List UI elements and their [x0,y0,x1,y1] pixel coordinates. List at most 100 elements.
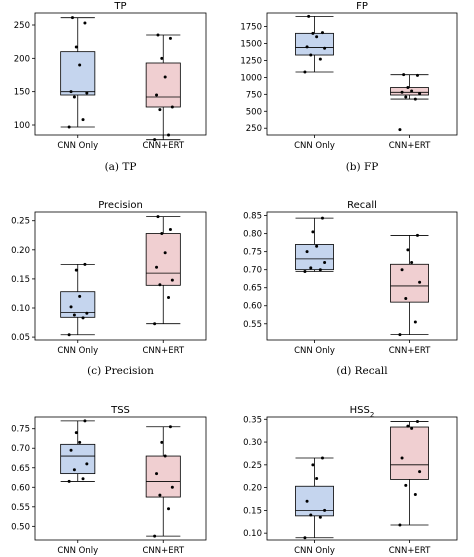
box-cnn-only [60,16,96,129]
y-tick-label: 0.80 [243,230,262,240]
y-tick-label: 0.25 [11,217,30,227]
box-cnn-only [295,216,334,273]
y-tick-label: 0.10 [11,304,30,314]
iqr-box [60,443,96,475]
data-point [158,108,162,112]
data-point [415,420,419,424]
y-tick-label: 0.20 [11,246,30,256]
data-point [404,483,408,487]
y-tick-label: 100 [14,121,30,131]
data-point [418,92,422,96]
iqr-box [390,87,429,96]
box-cnn-ert [390,233,429,337]
data-point [69,305,73,309]
data-point [410,426,414,430]
axes-frame [34,12,207,136]
data-point [81,118,85,122]
panel-2: FP 250 500 750 1000 1250 1500 1750 CNN Only CNN+E… [240,1,458,173]
data-point [167,296,171,300]
x-tick-label: CNN Only [294,346,335,356]
y-tick-label: 250 [14,21,30,31]
box-cnn-only [60,419,96,483]
axes-frame [266,211,458,341]
panel-1: TP 100 150 200 250 CNN Only CNN+ERT (a) TP [14,1,207,173]
data-point [85,462,89,466]
y-tick-label: 250 [246,124,262,134]
data-point [413,320,417,324]
y-tick-label: 200 [14,54,30,64]
data-point [85,311,89,315]
data-point [418,280,422,284]
panel-title: Precision [98,200,143,211]
y-tick-label: 0.65 [11,464,30,474]
y-tick-label: 0.25 [243,461,262,471]
y-tick-label: 150 [14,88,30,98]
data-point [305,250,309,254]
y-tick-label: 0.85 [243,212,262,222]
data-point [320,456,324,460]
data-point [67,333,71,337]
panel-3: Precision 0.05 0.10 0.15 0.20 0.25 CNN Only CNN… [11,200,207,377]
iqr-box [295,244,334,271]
data-point [309,513,313,517]
y-tick-label: 750 [246,90,262,100]
iqr-box [145,62,181,108]
data-point [404,297,408,301]
data-point [307,14,311,18]
y-tick-label: 0.60 [243,302,262,312]
axes-frame [266,416,458,541]
x-tick-label: CNN Only [57,346,98,356]
data-point [69,448,73,452]
panel-caption: (d) Recall [336,365,388,377]
data-point [398,333,402,337]
iqr-box [390,426,429,480]
iqr-box [145,455,181,498]
data-point [303,536,307,540]
y-tick-label: 0.75 [243,248,262,258]
data-point [418,470,422,474]
panel-caption: (b) FP [346,161,379,173]
y-tick-label: 0.20 [243,484,262,494]
x-tick-label: CNN Only [294,141,335,151]
y-tick-label: 1500 [240,40,262,50]
data-point [78,294,82,298]
data-point [83,21,87,25]
x-tick-label: CNN+ERT [389,546,431,556]
panel-5: TSS 0.50 0.55 0.60 0.65 0.70 0.75 CNN Only CNN+E… [11,405,207,556]
data-point [155,472,159,476]
panel-caption: (c) Precision [87,365,154,377]
data-point [318,57,322,61]
data-point [170,278,174,282]
panel-caption: (a) TP [105,161,137,173]
axes-frame [34,416,207,541]
box-cnn-only [295,456,334,540]
panel-title: TSS [110,405,130,416]
data-point [398,128,402,132]
x-tick-label: CNN+ERT [142,546,184,556]
y-tick-label: 1750 [240,23,262,33]
data-point [406,248,410,252]
data-point [406,424,410,428]
panel-title: Recall [347,200,377,211]
data-point [67,479,71,483]
data-point [67,125,71,129]
y-tick-label: 0.55 [11,503,30,513]
y-tick-label: 1250 [240,56,262,66]
data-point [153,534,157,538]
data-point [81,316,85,320]
data-point [167,507,171,511]
y-tick-label: 0.60 [11,483,30,493]
x-tick-label: CNN Only [294,546,335,556]
data-point [305,499,309,503]
data-point [158,493,162,497]
panel-title: HSS2 [350,405,375,419]
data-point [323,260,327,264]
x-tick-label: CNN Only [57,141,98,151]
data-point [170,485,174,489]
data-point [315,35,319,39]
y-tick-label: 0.50 [11,522,30,532]
box-cnn-ert [145,215,181,326]
data-point [168,425,172,429]
y-tick-label: 0.15 [11,275,30,285]
data-point [170,105,174,109]
